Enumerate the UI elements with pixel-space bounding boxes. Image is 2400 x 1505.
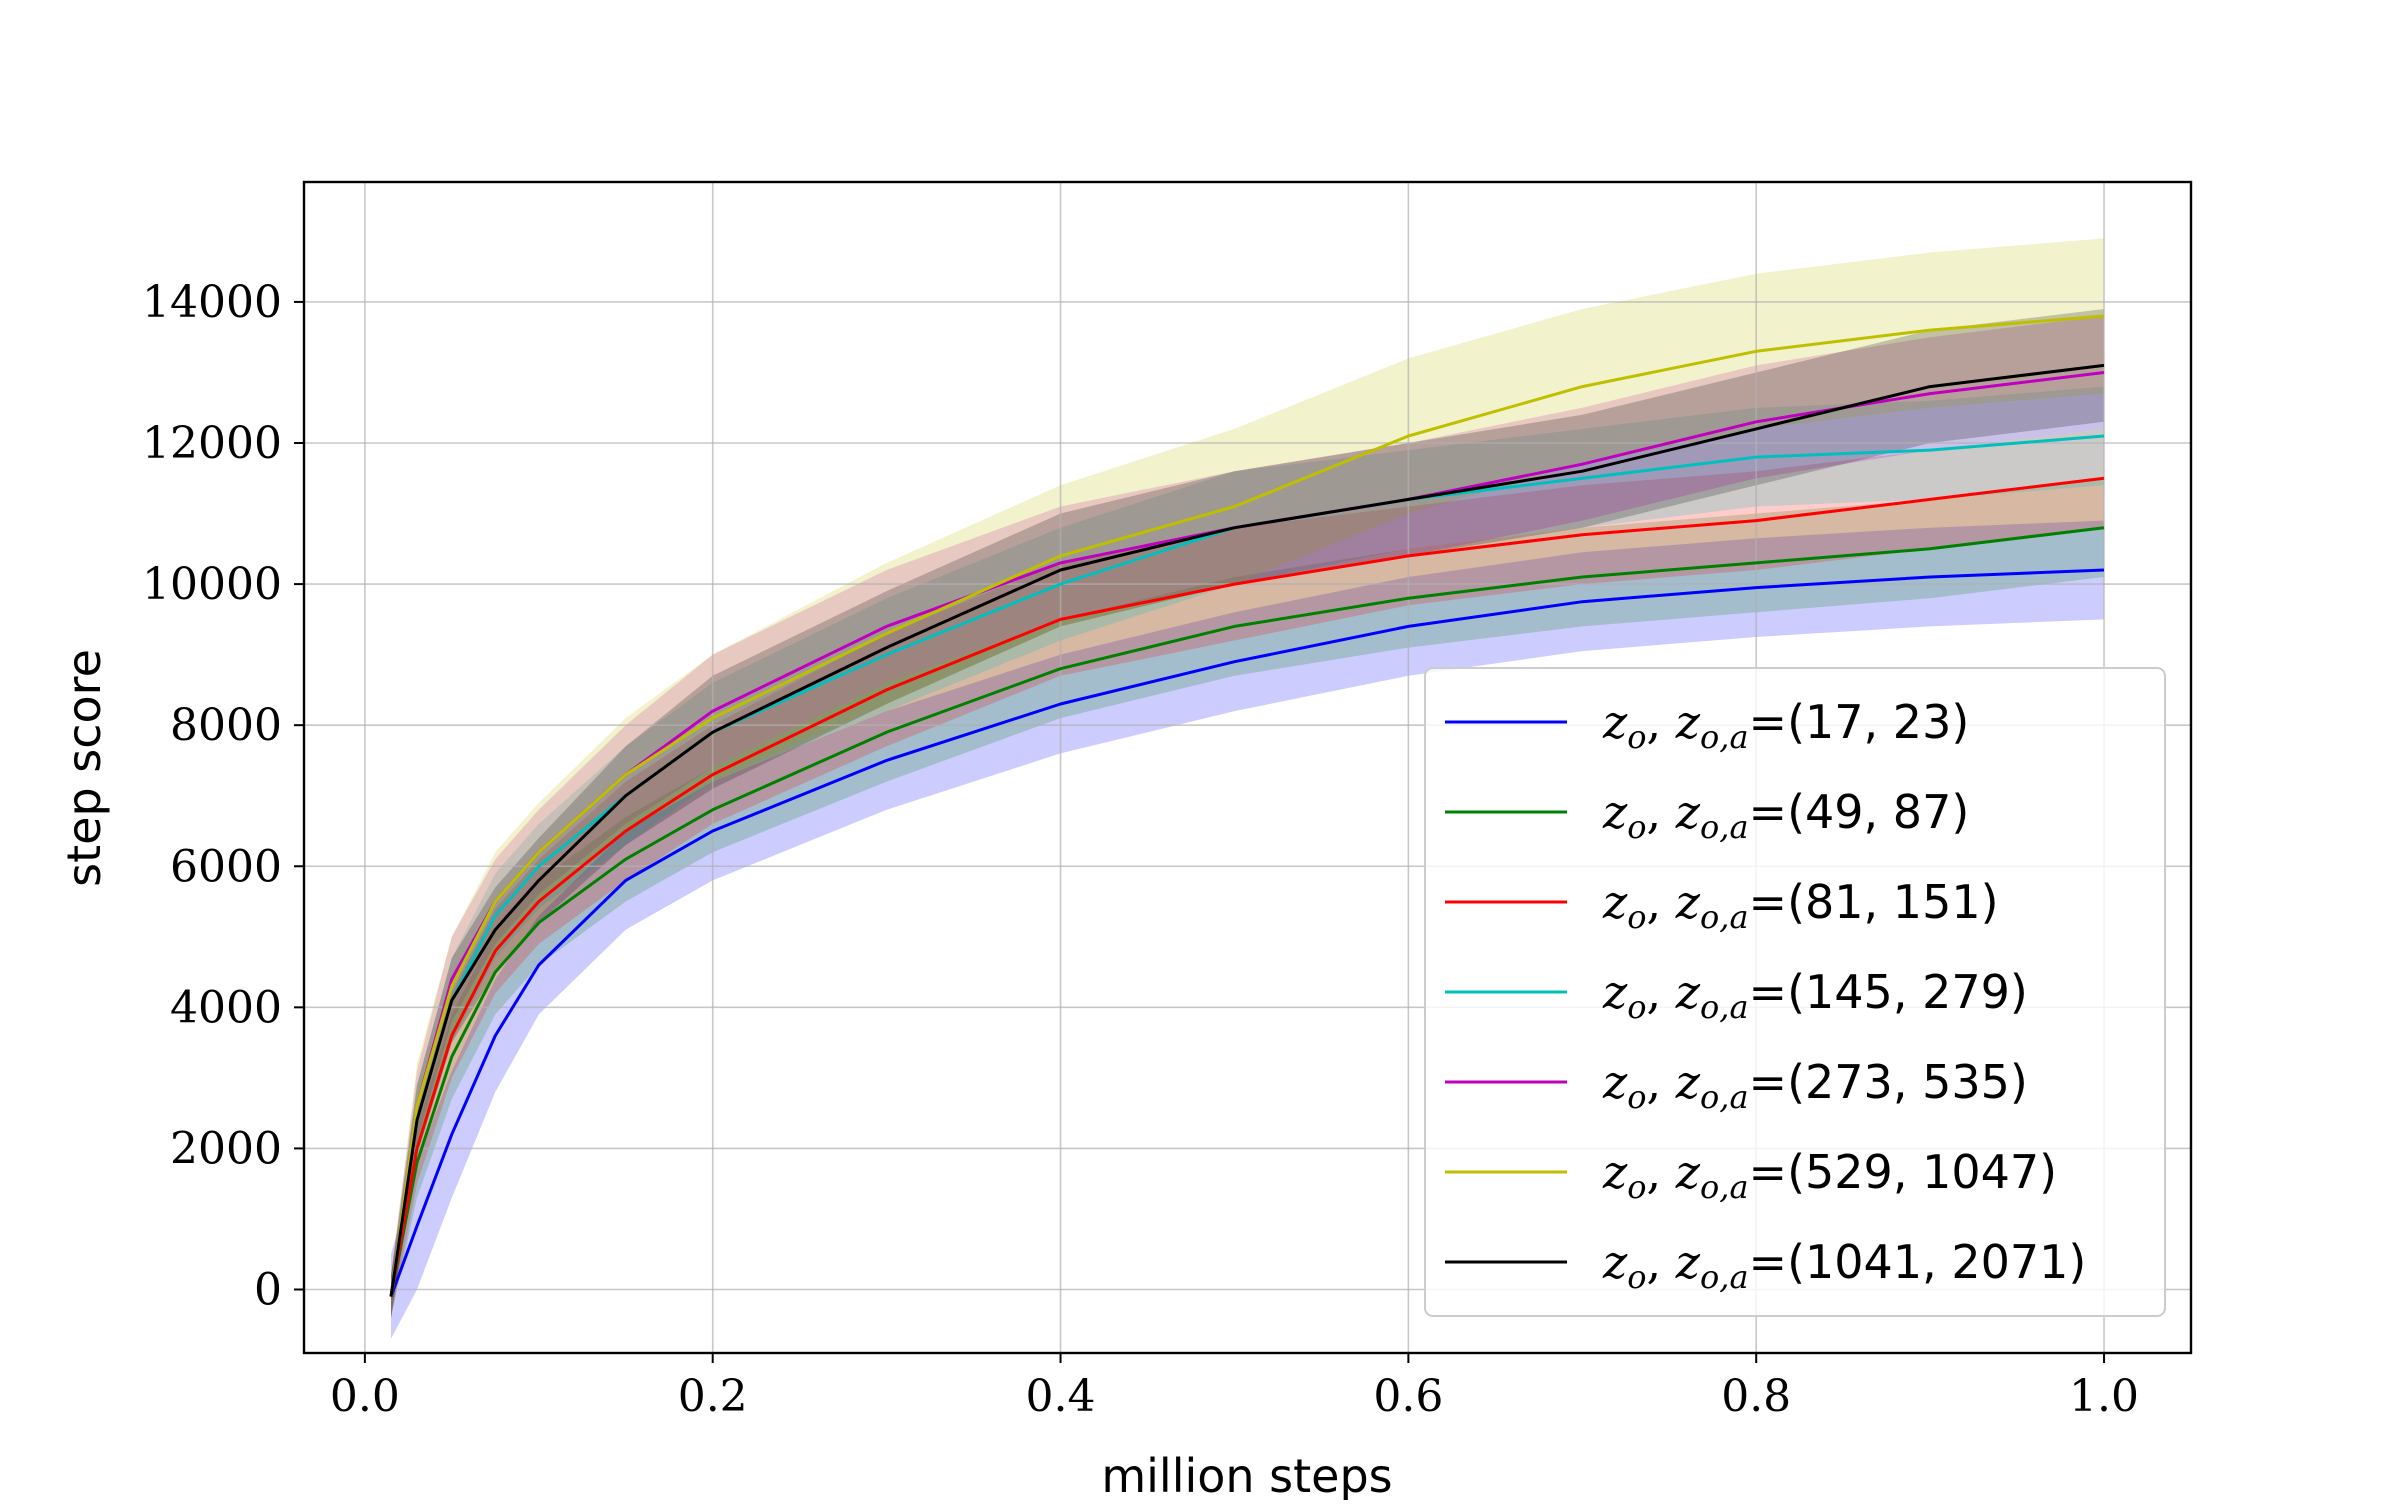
legend-label-3: zo, zo,a=(145, 279) bbox=[1602, 965, 2028, 1026]
plot-frame bbox=[302, 180, 2193, 1355]
legend-label-4: zo, zo,a=(273, 535) bbox=[1602, 1055, 2028, 1116]
x-axis: 0.0 0.2 0.4 0.6 0.8 1.0 bbox=[330, 1353, 2139, 1422]
series-line-0 bbox=[389, 568, 2105, 1298]
legend-label-1: zo, zo,a=(49, 87) bbox=[1602, 785, 1969, 846]
y-tick-label: 12000 bbox=[142, 418, 282, 469]
x-tick-label: 0.2 bbox=[678, 1371, 748, 1422]
legend: zo, zo,a=(17, 23) zo, zo,a=(49, 87) zo, zo… bbox=[1424, 667, 2166, 1317]
series-line-2 bbox=[389, 476, 2105, 1297]
legend-label-5: zo, zo,a=(529, 1047) bbox=[1602, 1145, 2057, 1206]
series-line-5 bbox=[389, 314, 2105, 1297]
series-band-2 bbox=[391, 428, 2104, 1318]
series-band-0 bbox=[391, 520, 2104, 1339]
x-tick-label: 0.4 bbox=[1026, 1371, 1096, 1422]
series-band-3 bbox=[391, 386, 2104, 1318]
x-tick-label: 1.0 bbox=[2069, 1371, 2139, 1422]
legend-box bbox=[1424, 667, 2166, 1317]
y-tick-label: 6000 bbox=[170, 841, 282, 892]
series-band-5 bbox=[391, 238, 2104, 1318]
x-tick-label: 0.8 bbox=[1721, 1371, 1791, 1422]
y-tick-label: 10000 bbox=[142, 559, 282, 610]
y-tick-label: 14000 bbox=[142, 277, 282, 328]
series-band-4 bbox=[391, 316, 2104, 1318]
x-tick-label: 0.0 bbox=[330, 1371, 400, 1422]
y-tick-label: 2000 bbox=[170, 1123, 282, 1174]
legend-label-6: zo, zo,a=(1041, 2071) bbox=[1602, 1235, 2086, 1296]
series-line-6 bbox=[389, 363, 2105, 1297]
confidence-bands bbox=[391, 238, 2104, 1339]
legend-label-0: zo, zo,a=(17, 23) bbox=[1602, 695, 1969, 756]
legend-label-2: zo, zo,a=(81, 151) bbox=[1602, 875, 1999, 936]
series-line-4 bbox=[389, 371, 2105, 1297]
series-band-1 bbox=[391, 478, 2104, 1318]
y-tick-label: 0 bbox=[254, 1265, 282, 1316]
y-axis-title: step score bbox=[57, 649, 111, 887]
y-tick-label: 4000 bbox=[170, 982, 282, 1033]
x-tick-label: 0.6 bbox=[1373, 1371, 1443, 1422]
y-axis: 0 2000 4000 6000 8000 10000 12000 14000 bbox=[142, 277, 304, 1316]
series-lines bbox=[389, 314, 2105, 1298]
y-tick-label: 8000 bbox=[170, 700, 282, 751]
series-line-3 bbox=[389, 434, 2105, 1297]
series-band-6 bbox=[391, 309, 2104, 1318]
series-line-1 bbox=[389, 526, 2105, 1297]
x-axis-title: million steps bbox=[1101, 1449, 1392, 1500]
